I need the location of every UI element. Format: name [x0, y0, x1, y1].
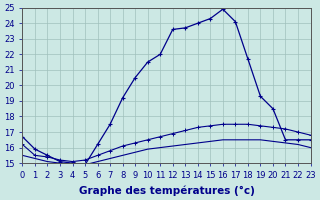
- X-axis label: Graphe des températures (°c): Graphe des températures (°c): [78, 185, 254, 196]
